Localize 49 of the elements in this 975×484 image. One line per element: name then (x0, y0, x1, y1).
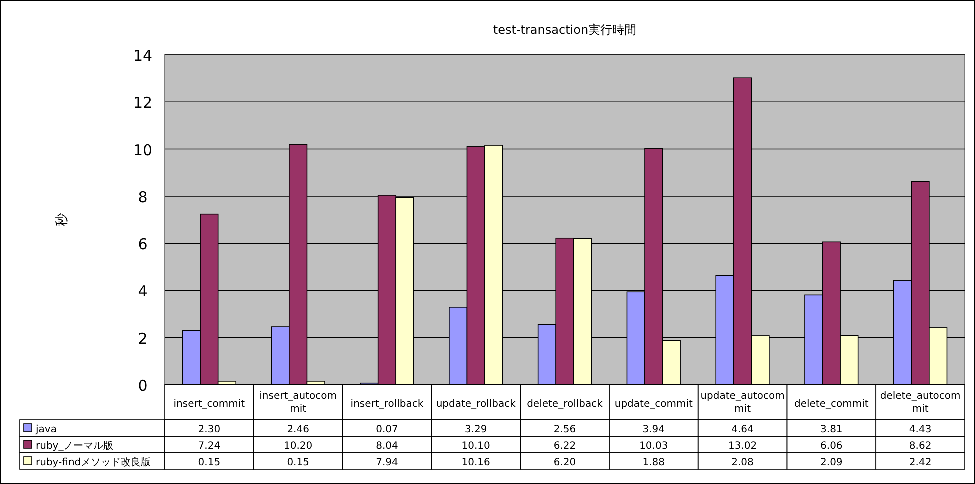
data-label: 3.94 (642, 424, 666, 436)
y-tick-label: 0 (138, 377, 148, 395)
x-tick-label: update_rollback (436, 399, 516, 410)
data-label: 0.15 (287, 458, 310, 468)
data-label: 6.06 (820, 441, 843, 452)
data-label: 7.94 (376, 458, 398, 468)
legend-label: java (35, 424, 57, 436)
data-label: 13.02 (728, 441, 758, 452)
data-label: 2.09 (820, 458, 843, 468)
data-label: 3.29 (464, 424, 488, 436)
data-label: 10.10 (462, 441, 490, 452)
data-label: 8.62 (909, 441, 932, 452)
data-label: 2.56 (554, 424, 576, 436)
x-tick-label: delete_autocommit (880, 391, 961, 415)
data-label: 0.07 (376, 424, 398, 436)
data-label: 7.24 (198, 441, 221, 452)
y-tick-label: 2 (138, 330, 148, 348)
y-tick-label: 8 (138, 188, 148, 206)
data-label: 2.30 (198, 424, 221, 436)
y-tick-label: 6 (138, 236, 148, 254)
data-label: 10.20 (284, 441, 313, 452)
chart-title: test-transaction実行時間 (493, 23, 637, 37)
data-label: 10.16 (462, 458, 490, 468)
x-tick-label: update_commit (614, 399, 693, 410)
data-label: 8.04 (376, 441, 398, 452)
x-tick-label: insert_commit (174, 399, 246, 410)
data-label: 0.15 (198, 458, 221, 468)
data-label: 4.43 (909, 424, 932, 436)
data-label: 10.03 (640, 441, 668, 452)
x-tick-label: insert_rollback (350, 399, 424, 410)
data-label: 6.20 (554, 458, 576, 468)
x-tick-label: delete_rollback (527, 399, 604, 410)
x-tick-label: update_autocommit (700, 391, 785, 415)
y-tick-label: 12 (133, 94, 153, 112)
legend-label: ruby_ノーマル版 (36, 441, 114, 452)
y-axis-title: 秒 (55, 214, 70, 226)
data-label: 1.88 (642, 458, 666, 468)
data-label: 2.42 (909, 458, 932, 468)
y-tick-label: 14 (133, 47, 153, 65)
data-label: 2.46 (287, 424, 310, 436)
data-label: 4.64 (732, 424, 754, 436)
y-tick-label: 10 (133, 141, 153, 160)
data-label: 3.81 (820, 424, 843, 436)
x-tick-label: insert_autocommit (260, 391, 338, 415)
y-tick-label: 4 (138, 282, 148, 301)
x-tick-label: delete_commit (794, 399, 869, 410)
data-label: 2.08 (732, 458, 754, 468)
legend-label: ruby-findメソッド改良版 (36, 456, 152, 468)
data-label: 6.22 (554, 441, 576, 452)
